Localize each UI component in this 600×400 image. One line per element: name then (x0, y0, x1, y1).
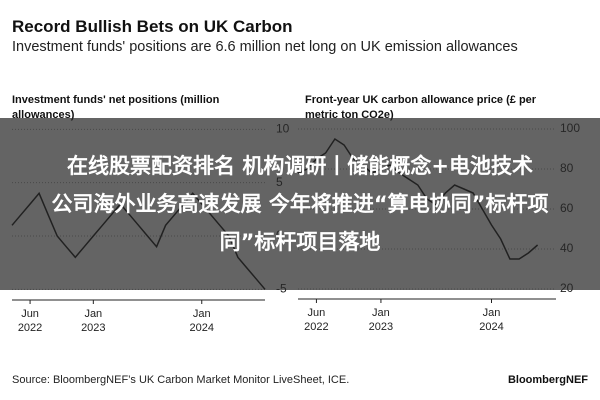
title: Record Bullish Bets on UK Carbon (12, 17, 293, 36)
x-tick-label: Jan 2023 (81, 308, 106, 334)
overlay-banner: 在线股票配资排名 机构调研丨储能概念+电池技术 公司海外业务高速发展 今年将推进… (0, 118, 600, 290)
overlay-text: 公司海外业务高速发展 今年将推进“算电协同”标杆项 (51, 192, 549, 216)
x-tick-label: Jan 2023 (368, 307, 394, 333)
brand: BloombergNEF (507, 374, 588, 386)
x-tick-label: Jan 2024 (189, 308, 214, 334)
x-tick-label: Jan 2024 (479, 307, 504, 333)
overlay-text: 在线股票配资排名 机构调研丨储能概念+电池技术 (67, 154, 533, 178)
subtitle: Investment funds' positions are 6.6 mill… (12, 39, 518, 55)
source: Source: BloombergNEF’s UK Carbon Market … (12, 374, 350, 386)
x-tick-label: Jun 2022 (17, 308, 43, 334)
x-tick-label: Jun 2022 (304, 307, 329, 333)
overlay-text: 同”标杆项目落地 (219, 230, 381, 254)
